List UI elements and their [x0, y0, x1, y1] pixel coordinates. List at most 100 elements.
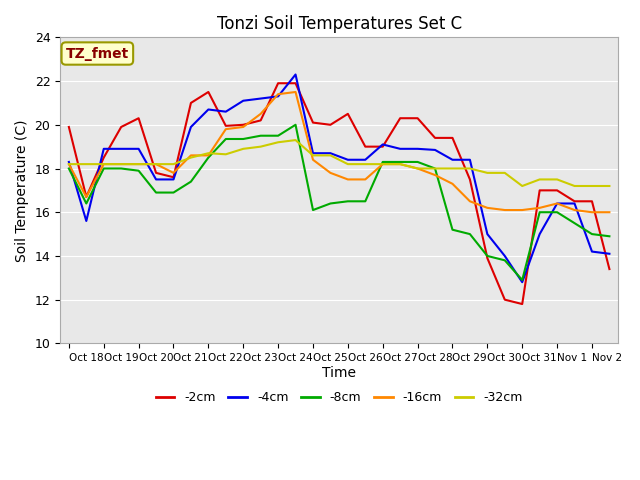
- -32cm: [501, 170, 509, 176]
- -32cm: [170, 161, 177, 167]
- -32cm: [187, 155, 195, 160]
- -8cm: [396, 159, 404, 165]
- -8cm: [588, 231, 596, 237]
- -32cm: [326, 153, 334, 158]
- -2cm: [483, 255, 491, 261]
- -16cm: [431, 172, 439, 178]
- -32cm: [396, 161, 404, 167]
- -2cm: [83, 194, 90, 200]
- -8cm: [553, 209, 561, 215]
- -8cm: [83, 201, 90, 206]
- -32cm: [117, 161, 125, 167]
- -32cm: [222, 151, 230, 157]
- -4cm: [170, 177, 177, 182]
- -16cm: [501, 207, 509, 213]
- -2cm: [466, 177, 474, 182]
- -16cm: [65, 161, 73, 167]
- -16cm: [309, 157, 317, 163]
- -4cm: [275, 94, 282, 99]
- -4cm: [117, 146, 125, 152]
- -16cm: [292, 89, 300, 95]
- -8cm: [275, 133, 282, 139]
- -4cm: [588, 249, 596, 254]
- -4cm: [205, 107, 212, 112]
- -4cm: [292, 72, 300, 77]
- -2cm: [379, 144, 387, 150]
- X-axis label: Time: Time: [322, 366, 356, 380]
- -8cm: [344, 198, 352, 204]
- -32cm: [483, 170, 491, 176]
- -32cm: [588, 183, 596, 189]
- -16cm: [414, 166, 422, 171]
- -8cm: [65, 166, 73, 171]
- Legend: -2cm, -4cm, -8cm, -16cm, -32cm: -2cm, -4cm, -8cm, -16cm, -32cm: [150, 386, 528, 409]
- -16cm: [187, 153, 195, 158]
- -8cm: [414, 159, 422, 165]
- -4cm: [396, 146, 404, 152]
- -4cm: [501, 253, 509, 259]
- Y-axis label: Soil Temperature (C): Soil Temperature (C): [15, 119, 29, 262]
- -8cm: [518, 277, 526, 283]
- -2cm: [362, 144, 369, 150]
- -8cm: [239, 136, 247, 142]
- -8cm: [170, 190, 177, 195]
- -4cm: [466, 157, 474, 163]
- -2cm: [239, 122, 247, 128]
- -4cm: [571, 201, 579, 206]
- -2cm: [431, 135, 439, 141]
- Line: -8cm: -8cm: [69, 125, 609, 280]
- -16cm: [588, 209, 596, 215]
- -4cm: [152, 177, 160, 182]
- Line: -32cm: -32cm: [69, 140, 609, 186]
- -2cm: [257, 118, 264, 123]
- -8cm: [222, 136, 230, 142]
- -8cm: [466, 231, 474, 237]
- -16cm: [466, 198, 474, 204]
- -16cm: [536, 205, 543, 211]
- -8cm: [205, 155, 212, 160]
- -2cm: [396, 115, 404, 121]
- -2cm: [275, 80, 282, 86]
- -16cm: [344, 177, 352, 182]
- -4cm: [414, 146, 422, 152]
- -16cm: [449, 181, 456, 187]
- -2cm: [518, 301, 526, 307]
- -8cm: [431, 166, 439, 171]
- -32cm: [239, 146, 247, 152]
- -4cm: [553, 201, 561, 206]
- -4cm: [187, 124, 195, 130]
- -16cm: [205, 153, 212, 158]
- -16cm: [257, 111, 264, 117]
- -4cm: [257, 96, 264, 101]
- -4cm: [83, 218, 90, 224]
- -8cm: [257, 133, 264, 139]
- -8cm: [117, 166, 125, 171]
- -4cm: [344, 157, 352, 163]
- -2cm: [205, 89, 212, 95]
- -32cm: [379, 161, 387, 167]
- -4cm: [309, 150, 317, 156]
- -16cm: [135, 161, 143, 167]
- -32cm: [135, 161, 143, 167]
- -4cm: [536, 231, 543, 237]
- -16cm: [605, 209, 613, 215]
- -32cm: [466, 166, 474, 171]
- -8cm: [449, 227, 456, 233]
- -8cm: [379, 159, 387, 165]
- -8cm: [501, 257, 509, 263]
- -2cm: [222, 123, 230, 129]
- Line: -2cm: -2cm: [69, 83, 609, 304]
- -16cm: [553, 201, 561, 206]
- -4cm: [431, 147, 439, 153]
- -32cm: [309, 153, 317, 158]
- -8cm: [152, 190, 160, 195]
- -4cm: [483, 231, 491, 237]
- -16cm: [518, 207, 526, 213]
- Line: -4cm: -4cm: [69, 74, 609, 282]
- -4cm: [449, 157, 456, 163]
- -32cm: [605, 183, 613, 189]
- -2cm: [170, 174, 177, 180]
- -8cm: [483, 253, 491, 259]
- -8cm: [135, 168, 143, 174]
- -2cm: [292, 80, 300, 86]
